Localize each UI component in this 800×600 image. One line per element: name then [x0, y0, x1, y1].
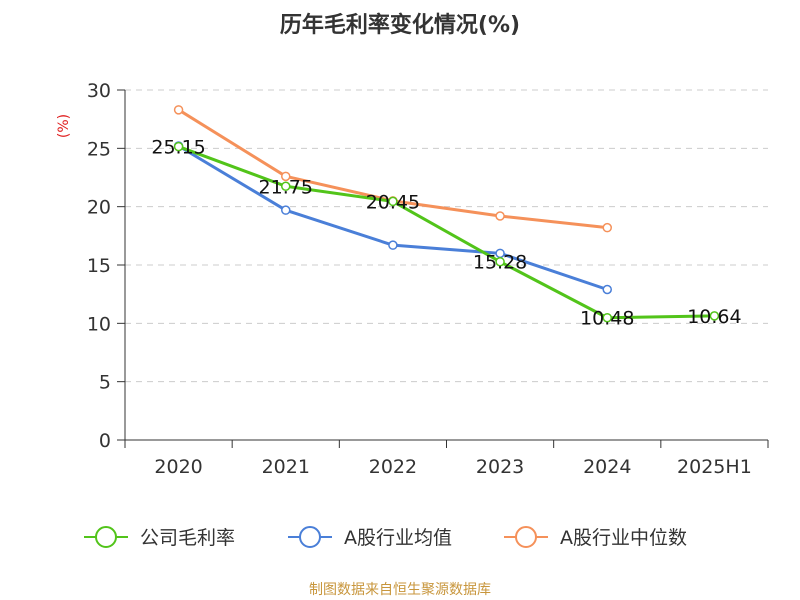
data-point [281, 181, 291, 191]
y-tick-label: 15 [87, 255, 111, 277]
data-point [709, 311, 720, 321]
legend-label: A股行业均值 [344, 527, 452, 549]
legend-marker [299, 526, 321, 548]
data-point [173, 141, 184, 152]
y-tick-label: 5 [99, 372, 111, 394]
chart-title: 历年毛利率变化情况(%) [280, 12, 520, 38]
x-tick-label: 2024 [583, 456, 631, 478]
x-tick-label: 2023 [476, 456, 524, 478]
data-point [602, 284, 612, 295]
y-tick-label: 25 [87, 138, 111, 160]
data-label: 10.64 [687, 306, 741, 328]
x-tick-label: 2025H1 [677, 456, 752, 478]
data-label: 10.48 [580, 308, 634, 330]
data-label: 25.15 [151, 137, 205, 159]
data-label: 21.75 [259, 176, 313, 198]
data-point [281, 171, 291, 182]
data-point [388, 240, 398, 250]
series-line [177, 144, 608, 291]
data-point [388, 196, 398, 207]
y-axis-label: (%) [56, 114, 72, 138]
y-tick-label: 30 [87, 80, 111, 102]
grid-lines [125, 89, 768, 383]
series-line [178, 145, 715, 320]
data-label: 15.28 [473, 252, 527, 274]
y-tick-label: 20 [87, 197, 111, 219]
data-point [495, 211, 505, 221]
source-note: 制图数据来自恒生聚源数据库 [309, 582, 491, 598]
data-point [602, 312, 612, 323]
legend-label: 公司毛利率 [140, 527, 235, 549]
data-label: 20.45 [366, 191, 420, 213]
x-tick-label: 2021 [262, 456, 310, 478]
axes: 0 5 10 15 20 25 30 2020 2021 2022 2023 2024 2025H1 [87, 80, 769, 478]
legend-marker [515, 526, 537, 548]
data-point [602, 222, 612, 233]
data-point [173, 105, 184, 115]
data-point [495, 256, 505, 267]
data-point [281, 205, 291, 215]
x-tick-label: 2020 [154, 456, 202, 478]
data-labels: 25.15 21.75 20.45 15.28 10.48 10.64 [151, 137, 741, 330]
legend-marker [95, 526, 117, 548]
legend-label: A股行业中位数 [560, 527, 687, 549]
y-tick-label: 10 [87, 313, 111, 335]
y-tick-label: 0 [99, 430, 111, 452]
legend: 公司毛利率 A股行业均值 A股行业中位数 [84, 526, 687, 549]
series-lines [173, 105, 720, 323]
x-tick-label: 2022 [369, 456, 417, 478]
